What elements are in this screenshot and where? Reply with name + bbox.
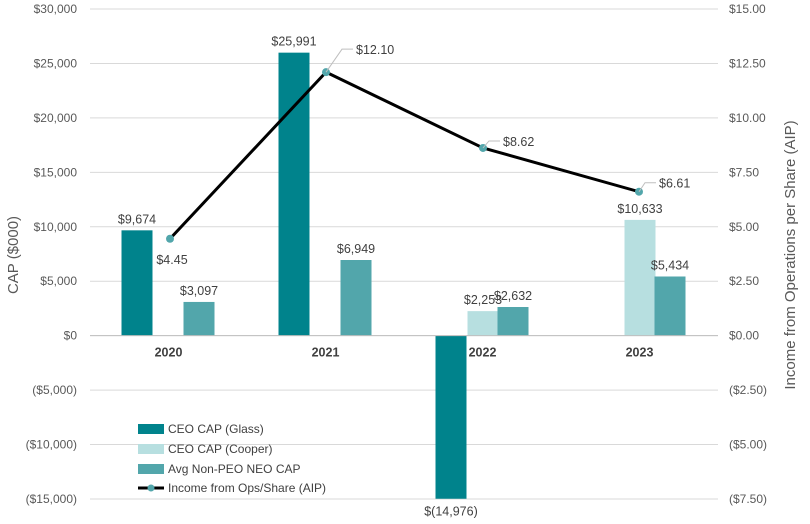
bar-data-label: $2,253 bbox=[464, 293, 502, 307]
left-tick-label: ($10,000) bbox=[26, 438, 77, 452]
right-tick-label: ($7.50) bbox=[729, 492, 767, 506]
left-tick-label: $20,000 bbox=[34, 111, 78, 125]
bar-data-label: $9,674 bbox=[118, 212, 156, 226]
legend-label-neo: Avg Non-PEO NEO CAP bbox=[168, 462, 301, 476]
legend-label-glass: CEO CAP (Glass) bbox=[168, 422, 264, 436]
left-tick-label: $30,000 bbox=[34, 2, 78, 16]
bar bbox=[278, 52, 310, 336]
bar-data-label: $(14,976) bbox=[424, 505, 478, 519]
right-tick-label: $12.50 bbox=[729, 56, 766, 70]
bar-data-label: $6,949 bbox=[337, 242, 375, 256]
left-tick-label: ($15,000) bbox=[26, 492, 77, 506]
left-tick-label: $25,000 bbox=[34, 56, 78, 70]
line-data-label: $8.62 bbox=[503, 135, 534, 149]
label-leader bbox=[325, 48, 353, 73]
right-tick-label: $5.00 bbox=[729, 220, 759, 234]
line-series bbox=[166, 48, 656, 243]
bar bbox=[467, 311, 499, 336]
bar bbox=[497, 307, 529, 336]
line-data-label: $4.45 bbox=[156, 253, 187, 267]
left-axis-title: CAP ($000) bbox=[5, 216, 22, 294]
legend-label-cooper: CEO CAP (Cooper) bbox=[168, 442, 272, 456]
legend-label-income: Income from Ops/Share (AIP) bbox=[168, 481, 326, 495]
bar bbox=[624, 219, 656, 336]
category-labels: 2020 2021 2022 2023 bbox=[155, 346, 654, 360]
legend: CEO CAP (Glass) CEO CAP (Cooper) Avg Non… bbox=[138, 422, 326, 495]
left-tick-label: $15,000 bbox=[34, 165, 78, 179]
right-tick-label: ($5.00) bbox=[729, 438, 767, 452]
right-tick-label: $10.00 bbox=[729, 111, 766, 125]
category-label: 2023 bbox=[626, 346, 654, 360]
bar bbox=[435, 335, 467, 499]
line-data-label: $12.10 bbox=[356, 43, 394, 57]
left-tick-label: $5,000 bbox=[40, 274, 77, 288]
legend-swatch-glass bbox=[138, 424, 164, 434]
income-line bbox=[168, 70, 640, 240]
bar-data-label: $10,633 bbox=[617, 202, 662, 216]
line-data-label: $6.61 bbox=[659, 177, 690, 191]
data-labels: $9,674 $3,097 $25,991 $6,949 $(14,976) $2,253… bbox=[118, 35, 690, 519]
category-label: 2020 bbox=[155, 346, 183, 360]
bar-series bbox=[121, 52, 686, 499]
category-label: 2021 bbox=[312, 346, 340, 360]
bar bbox=[654, 276, 686, 336]
right-axis-ticks: $15.00 $12.50 $10.00 $7.50 $5.00 $2.50 $0.00 ($… bbox=[729, 2, 767, 506]
right-tick-label: $0.00 bbox=[729, 329, 759, 343]
left-tick-label: $10,000 bbox=[34, 220, 78, 234]
bar-data-label: $25,991 bbox=[271, 35, 316, 49]
bar bbox=[183, 301, 215, 336]
category-label: 2022 bbox=[469, 346, 497, 360]
bar bbox=[340, 259, 372, 336]
left-axis-ticks: $30,000 $25,000 $20,000 $15,000 $10,000 $5,00… bbox=[26, 2, 78, 506]
legend-swatch-neo bbox=[138, 464, 164, 474]
right-tick-label: $7.50 bbox=[729, 165, 759, 179]
right-tick-label: $15.00 bbox=[729, 2, 766, 16]
label-leader bbox=[482, 140, 500, 149]
left-tick-label: ($5,000) bbox=[32, 383, 77, 397]
right-tick-label: $2.50 bbox=[729, 274, 759, 288]
right-axis-title: Income from Operations per Share (AIP) bbox=[782, 120, 799, 389]
bar-data-label: $3,097 bbox=[180, 284, 218, 298]
legend-marker-sample bbox=[147, 484, 155, 492]
legend-swatch-cooper bbox=[138, 444, 164, 454]
label-leader bbox=[638, 182, 656, 192]
left-tick-label: $0 bbox=[64, 329, 78, 343]
right-tick-label: ($2.50) bbox=[729, 383, 767, 397]
income-marker bbox=[166, 234, 174, 243]
bar bbox=[121, 230, 153, 336]
bar-data-label: $2,632 bbox=[494, 289, 532, 303]
bar-data-label: $5,434 bbox=[651, 258, 689, 272]
